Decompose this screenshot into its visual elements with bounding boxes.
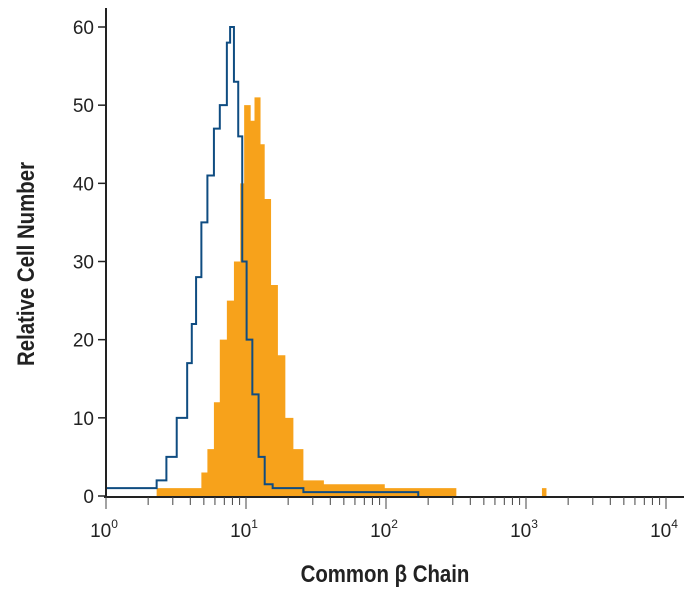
y-tick-label: 60 xyxy=(73,18,94,39)
x-tick-exponent: 3 xyxy=(531,517,538,531)
series-layer xyxy=(105,26,547,496)
x-tick-base: 10 xyxy=(650,521,671,542)
x-tick-base: 10 xyxy=(230,521,251,542)
x-axis-label: Common β Chain xyxy=(301,560,470,587)
x-tick-exponent: 1 xyxy=(251,517,258,531)
x-tick-label: 100 xyxy=(90,517,118,542)
x-tick-label: 101 xyxy=(230,517,258,542)
series-outline-histogram xyxy=(105,26,420,496)
x-tick-exponent: 0 xyxy=(111,517,118,531)
y-tick-label: 50 xyxy=(73,96,94,117)
x-tick-exponent: 4 xyxy=(671,517,678,531)
x-tick-exponent: 2 xyxy=(391,517,398,531)
y-tick-label: 40 xyxy=(73,174,94,195)
x-tick-base: 10 xyxy=(370,521,391,542)
x-tick-base: 10 xyxy=(510,521,531,542)
x-tick-label: 103 xyxy=(510,517,538,542)
y-tick-label: 30 xyxy=(73,253,94,274)
x-tick-label: 102 xyxy=(370,517,398,542)
series-filled-histogram xyxy=(106,97,547,496)
y-tick-label: 10 xyxy=(73,409,94,430)
y-tick-label: 20 xyxy=(73,331,94,352)
x-tick-label: 104 xyxy=(650,517,678,542)
y-tick-label: 0 xyxy=(83,487,94,508)
x-tick-base: 10 xyxy=(90,521,111,542)
y-axis-label: Relative Cell Number xyxy=(12,162,39,366)
